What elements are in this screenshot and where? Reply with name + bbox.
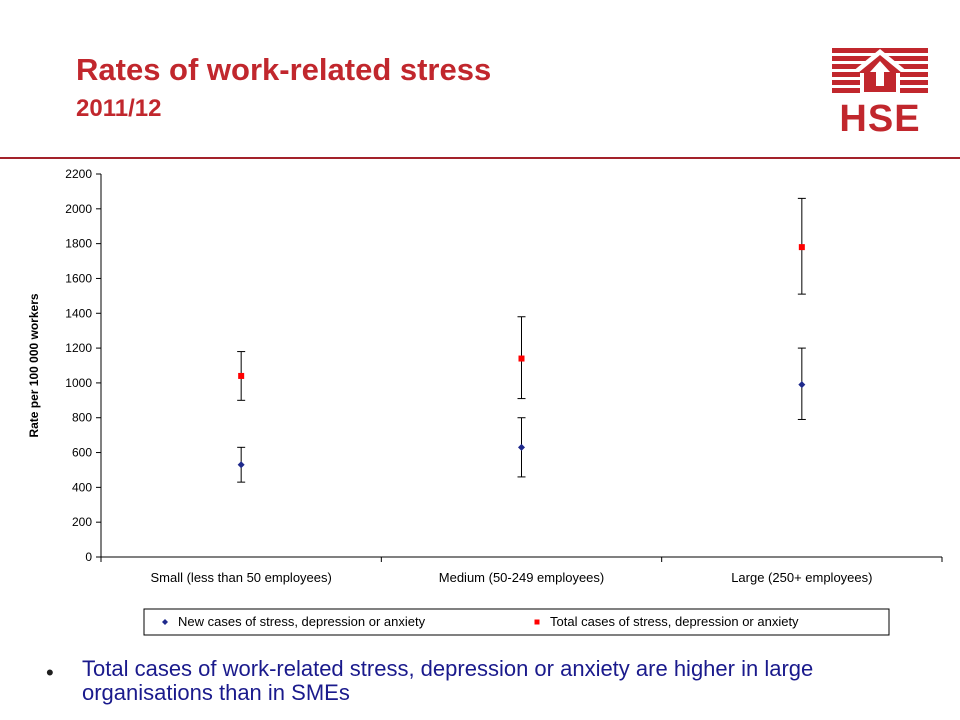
x-ticks: Small (less than 50 employees) Medium (50…: [100, 557, 943, 585]
legend-marker-total-cases: [534, 619, 540, 625]
y-tick-label: 1400: [65, 306, 92, 320]
y-tick-label: 600: [72, 446, 92, 460]
bullet-text: Total cases of work-related stress, depr…: [82, 656, 814, 705]
legend-box: [143, 608, 890, 636]
legend-label: Total cases of stress, depression or anx…: [550, 614, 799, 629]
hse-logo-text: HSE: [839, 98, 921, 140]
data-point-total-cases: [798, 244, 805, 251]
y-tick-label: 1200: [65, 341, 92, 355]
y-tick-label: 0: [85, 550, 92, 564]
y-tick-label: 1800: [65, 237, 92, 251]
chart: Rate per 100 000 workers 0 200 400 600 800 10…: [27, 167, 943, 636]
x-tick-label: Medium (50-249 employees): [439, 570, 604, 585]
y-ticks: 0 200 400 600 800 1000 1200 1400 1600 1800 2000 220…: [65, 167, 101, 564]
x-tick-label: Small (less than 50 employees): [150, 570, 331, 585]
data-point-new-cases: [798, 381, 806, 389]
data-point-new-cases: [518, 443, 525, 451]
y-tick-label: 400: [72, 480, 92, 494]
legend-label: New cases of stress, depression or anxie…: [178, 614, 426, 629]
y-tick-label: 1000: [65, 376, 92, 390]
header-divider: [0, 157, 960, 159]
y-tick-label: 200: [72, 515, 92, 529]
page-subtitle: 2011/12: [76, 95, 162, 122]
chart-marks: [237, 197, 806, 483]
page-title: Rates of work-related stress: [76, 52, 492, 87]
bullet-marker: •: [46, 660, 54, 685]
data-point-new-cases: [237, 461, 245, 469]
y-tick-label: 2000: [65, 202, 92, 216]
chart-axes: [100, 174, 942, 558]
y-axis-label: Rate per 100 000 workers: [27, 293, 41, 437]
y-tick-label: 800: [72, 411, 92, 425]
y-tick-label: 1600: [65, 271, 92, 285]
hse-house-icon: [830, 46, 930, 98]
data-point-total-cases: [238, 372, 245, 379]
x-tick-label: Large (250+ employees): [731, 570, 872, 585]
hse-logo: HSE: [830, 46, 930, 140]
legend-marker-new-cases: [162, 619, 168, 625]
data-point-total-cases: [518, 355, 525, 362]
y-tick-label: 2200: [65, 167, 92, 181]
chart-legend: New cases of stress, depression or anxie…: [143, 608, 890, 636]
